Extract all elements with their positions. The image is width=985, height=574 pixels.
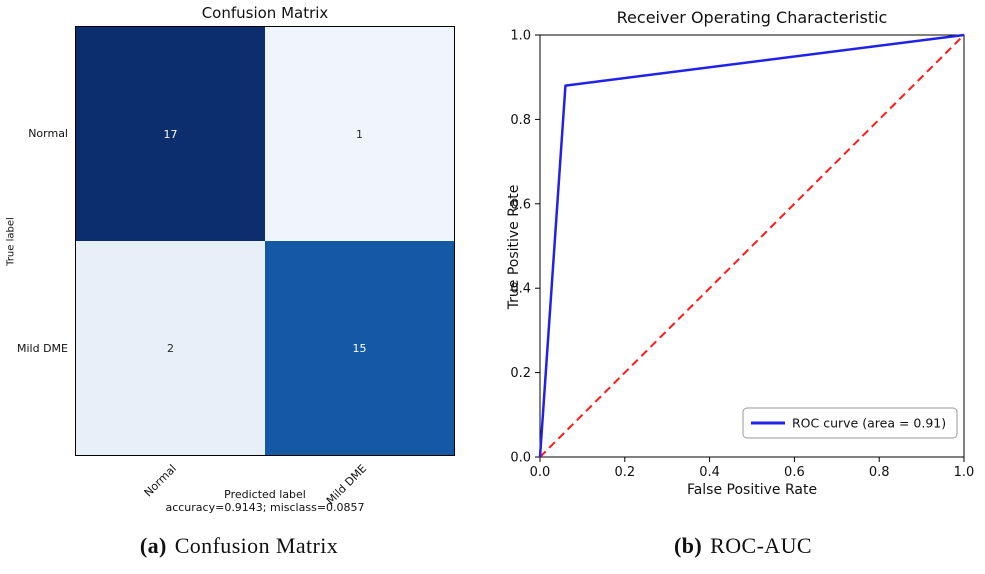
roc-plot: 0.0 0.2 0.4 0.6 0.8 1.0 0.0 0.2 0.4 0.6 0.8 1.0 ROC … (510, 29, 975, 481)
roc-xlabel: False Positive Rate (686, 482, 818, 498)
roc-panel: Receiver Operating Characteristic 0.0 0.2… (493, 0, 985, 574)
roc-y-tick-label: 0.6 (510, 197, 531, 212)
caption-b-text: ROC-AUC (710, 533, 812, 558)
cm-heatmap: 17 1 2 15 (75, 26, 455, 456)
caption-b: (b) ROC-AUC (533, 533, 953, 559)
cm-cell-1-1: 15 (265, 241, 454, 455)
roc-x-tick-label: 0.0 (530, 465, 551, 480)
roc-x-tick-label: 0.4 (699, 465, 720, 480)
cm-xlabel: Predicted label (224, 488, 306, 501)
roc-ylabel: True Positive Rate (506, 184, 522, 310)
caption-a-label: (a) (139, 533, 167, 558)
roc-y-tick-label: 1.0 (510, 29, 531, 44)
roc-y-tick-label: 0.0 (510, 451, 531, 466)
caption-b-label: (b) (674, 533, 703, 558)
roc-y-tick-label: 0.2 (510, 366, 531, 381)
roc-curve-line (538, 33, 965, 458)
roc-x-tick-label: 0.6 (784, 465, 805, 480)
cm-cell-0-1: 1 (265, 27, 454, 241)
roc-y-tick-label: 0.4 (510, 282, 531, 297)
cm-ytick-label: Mild DME (17, 341, 68, 355)
roc-chance-line (539, 34, 965, 458)
roc-title: Receiver Operating Characteristic (616, 8, 888, 27)
confusion-matrix-panel: Confusion Matrix True label Normal Mild D… (0, 4, 478, 559)
cm-ytick-label: Normal (28, 126, 68, 140)
roc-y-tick-label: 0.8 (510, 113, 531, 128)
cm-accuracy-note: accuracy=0.9143; misclass=0.0857 (165, 501, 365, 514)
cm-cell-1-0: 2 (76, 241, 265, 455)
roc-plot-frame (539, 34, 965, 458)
roc-legend-label: ROC curve (area = 0.91) (792, 416, 946, 431)
caption-a-text: Confusion Matrix (174, 533, 339, 558)
caption-a: (a) Confusion Matrix (0, 533, 478, 559)
roc-x-tick-label: 0.2 (614, 465, 635, 480)
roc-x-tick-label: 1.0 (954, 465, 975, 480)
cm-title: Confusion Matrix (201, 4, 329, 22)
cm-cell-0-0: 17 (76, 27, 265, 241)
roc-x-tick-label: 0.8 (869, 465, 890, 480)
roc-legend-box (742, 407, 958, 439)
cm-ylabel: True label (5, 217, 17, 266)
